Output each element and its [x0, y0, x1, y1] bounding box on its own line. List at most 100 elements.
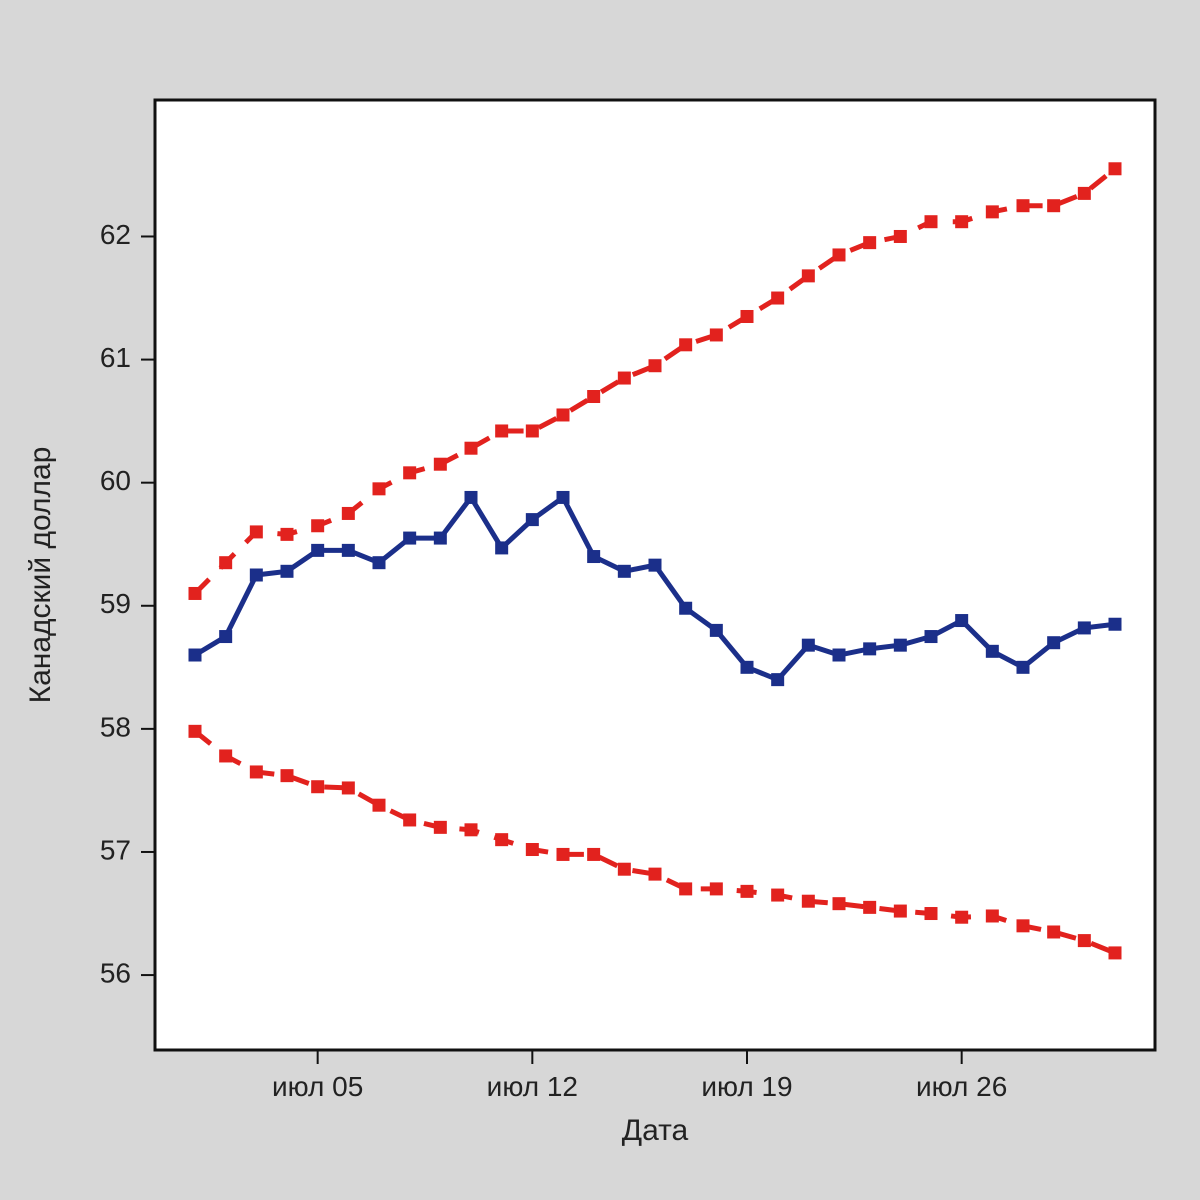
series-marker-lower [956, 911, 968, 923]
series-marker-main [557, 491, 569, 503]
series-marker-main [680, 602, 692, 614]
series-marker-lower [312, 781, 324, 793]
series-marker-upper [434, 458, 446, 470]
series-marker-upper [1109, 163, 1121, 175]
y-tick-label: 59 [100, 588, 131, 619]
series-marker-lower [373, 799, 385, 811]
y-tick-label: 57 [100, 834, 131, 865]
series-marker-lower [772, 889, 784, 901]
series-marker-main [465, 491, 477, 503]
series-marker-upper [1078, 187, 1090, 199]
series-marker-upper [189, 587, 201, 599]
series-marker-main [986, 645, 998, 657]
series-marker-lower [434, 821, 446, 833]
series-marker-upper [496, 425, 508, 437]
x-tick-label: июл 12 [487, 1071, 578, 1102]
series-marker-main [710, 624, 722, 636]
series-marker-main [496, 542, 508, 554]
series-marker-upper [220, 557, 232, 569]
series-marker-lower [1109, 947, 1121, 959]
series-marker-lower [465, 824, 477, 836]
series-marker-upper [1048, 200, 1060, 212]
series-marker-upper [342, 507, 354, 519]
series-marker-upper [526, 425, 538, 437]
series-marker-lower [342, 782, 354, 794]
series-marker-main [342, 544, 354, 556]
series-marker-lower [189, 725, 201, 737]
series-marker-main [220, 631, 232, 643]
series-marker-lower [526, 844, 538, 856]
series-marker-main [434, 532, 446, 544]
series-marker-main [1078, 622, 1090, 634]
x-tick-label: июл 05 [272, 1071, 363, 1102]
y-tick-label: 61 [100, 342, 131, 373]
series-marker-upper [373, 483, 385, 495]
series-marker-lower [1017, 920, 1029, 932]
series-marker-lower [802, 895, 814, 907]
series-marker-main [894, 639, 906, 651]
y-tick-label: 56 [100, 957, 131, 988]
series-marker-upper [772, 292, 784, 304]
series-marker-main [189, 649, 201, 661]
series-marker-lower [557, 848, 569, 860]
series-marker-lower [1048, 926, 1060, 938]
series-marker-upper [833, 249, 845, 261]
series-marker-lower [710, 883, 722, 895]
y-tick-label: 62 [100, 219, 131, 250]
series-marker-main [956, 615, 968, 627]
series-marker-lower [894, 905, 906, 917]
x-tick-label: июл 26 [916, 1071, 1007, 1102]
series-marker-lower [986, 910, 998, 922]
series-marker-lower [618, 863, 630, 875]
series-marker-main [618, 565, 630, 577]
series-marker-main [312, 544, 324, 556]
series-marker-main [741, 661, 753, 673]
series-marker-main [649, 559, 661, 571]
y-tick-label: 60 [100, 465, 131, 496]
series-marker-main [404, 532, 416, 544]
series-marker-upper [250, 526, 262, 538]
series-marker-upper [465, 442, 477, 454]
series-marker-lower [250, 766, 262, 778]
series-marker-upper [618, 372, 630, 384]
series-marker-lower [833, 898, 845, 910]
series-marker-lower [741, 885, 753, 897]
series-marker-upper [281, 528, 293, 540]
series-marker-upper [864, 237, 876, 249]
series-marker-lower [680, 883, 692, 895]
series-marker-upper [680, 339, 692, 351]
series-marker-upper [404, 467, 416, 479]
series-marker-upper [986, 206, 998, 218]
series-marker-main [373, 557, 385, 569]
series-marker-upper [956, 216, 968, 228]
y-tick-label: 58 [100, 711, 131, 742]
series-marker-main [588, 551, 600, 563]
series-marker-main [1017, 661, 1029, 673]
series-marker-main [925, 631, 937, 643]
series-marker-upper [1017, 200, 1029, 212]
series-marker-upper [925, 216, 937, 228]
series-marker-upper [312, 520, 324, 532]
series-marker-main [526, 514, 538, 526]
series-marker-upper [802, 270, 814, 282]
series-marker-main [864, 643, 876, 655]
series-marker-main [281, 565, 293, 577]
series-marker-main [1048, 637, 1060, 649]
series-marker-lower [864, 901, 876, 913]
series-marker-lower [925, 908, 937, 920]
series-marker-main [772, 674, 784, 686]
series-marker-lower [281, 770, 293, 782]
series-marker-lower [649, 868, 661, 880]
y-axis-label: Канадский доллар [24, 447, 57, 704]
series-marker-main [1109, 618, 1121, 630]
series-marker-lower [588, 848, 600, 860]
exchange-rate-chart: 56575859606162июл 05июл 12июл 19июл 26Ка… [0, 0, 1200, 1200]
plot-area [155, 100, 1155, 1050]
series-marker-upper [649, 360, 661, 372]
series-marker-lower [496, 834, 508, 846]
series-marker-main [833, 649, 845, 661]
series-marker-upper [741, 310, 753, 322]
series-marker-lower [1078, 935, 1090, 947]
series-marker-lower [220, 750, 232, 762]
series-marker-upper [588, 391, 600, 403]
